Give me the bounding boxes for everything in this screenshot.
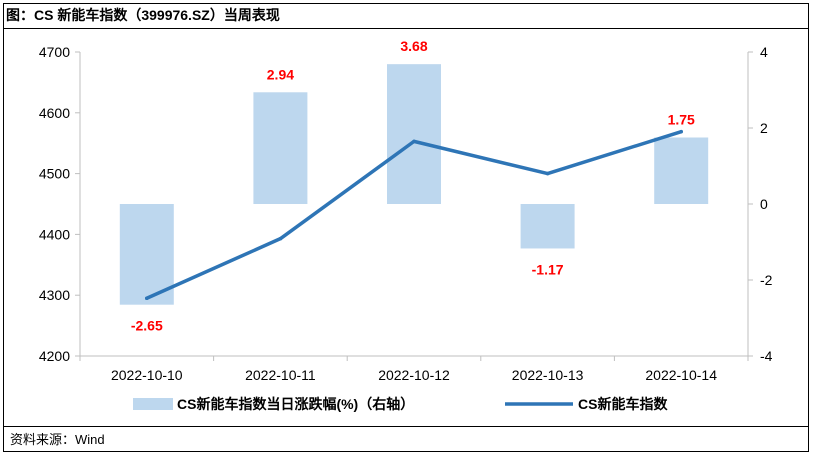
data-label: -1.17 [532, 261, 564, 277]
bar [654, 137, 709, 204]
x-tick-label: 2022-10-12 [378, 367, 450, 383]
title-rule [3, 28, 809, 29]
legend-bar-swatch [133, 398, 173, 410]
left-tick-label: 4500 [39, 166, 70, 182]
chart-legend: CS新能车指数当日涨跌幅(%)（右轴） CS新能车指数 [133, 396, 668, 412]
figure-frame [3, 3, 809, 452]
chart-data-labels: -2.65 2.94 3.68 -1.17 1.75 [131, 38, 695, 334]
chart-axes: 2022-10-10 2022-10-11 2022-10-12 2022-10-13… [39, 44, 773, 383]
data-label: 2.94 [267, 66, 294, 82]
right-tick-label: -4 [760, 348, 773, 364]
x-tick-label: 2022-10-14 [645, 367, 717, 383]
chart-line [145, 129, 683, 301]
left-tick-label: 4400 [39, 226, 70, 242]
data-label: 1.75 [668, 112, 695, 128]
bar [119, 204, 174, 305]
x-tick-label: 2022-10-10 [111, 367, 183, 383]
bar [387, 64, 441, 204]
bar [253, 92, 308, 204]
line-point [278, 236, 283, 241]
line-point [545, 171, 550, 176]
line-point [145, 296, 149, 301]
line-point [412, 139, 416, 144]
bar [520, 204, 575, 249]
data-label: 3.68 [400, 38, 427, 54]
figure-title: 图：CS 新能车指数（399976.SZ）当周表现 [6, 7, 280, 23]
right-tick-label: 2 [760, 120, 768, 136]
left-tick-label: 4300 [39, 287, 70, 303]
source-rule [3, 426, 809, 427]
chart-bars [119, 64, 709, 305]
data-label: -2.65 [131, 318, 163, 334]
source-note: 资料来源：Wind [10, 432, 105, 447]
x-tick-label: 2022-10-11 [245, 367, 316, 383]
left-tick-label: 4600 [39, 105, 70, 121]
legend-line-label: CS新能车指数 [578, 396, 668, 412]
right-tick-label: 4 [760, 44, 768, 60]
right-tick-label: 0 [760, 196, 768, 212]
legend-bar-label: CS新能车指数当日涨跌幅(%)（右轴） [177, 396, 414, 412]
left-tick-label: 4700 [39, 44, 70, 60]
line-point [679, 129, 683, 134]
x-tick-label: 2022-10-13 [512, 367, 584, 383]
left-tick-label: 4200 [39, 348, 70, 364]
right-tick-label: -2 [760, 272, 773, 288]
